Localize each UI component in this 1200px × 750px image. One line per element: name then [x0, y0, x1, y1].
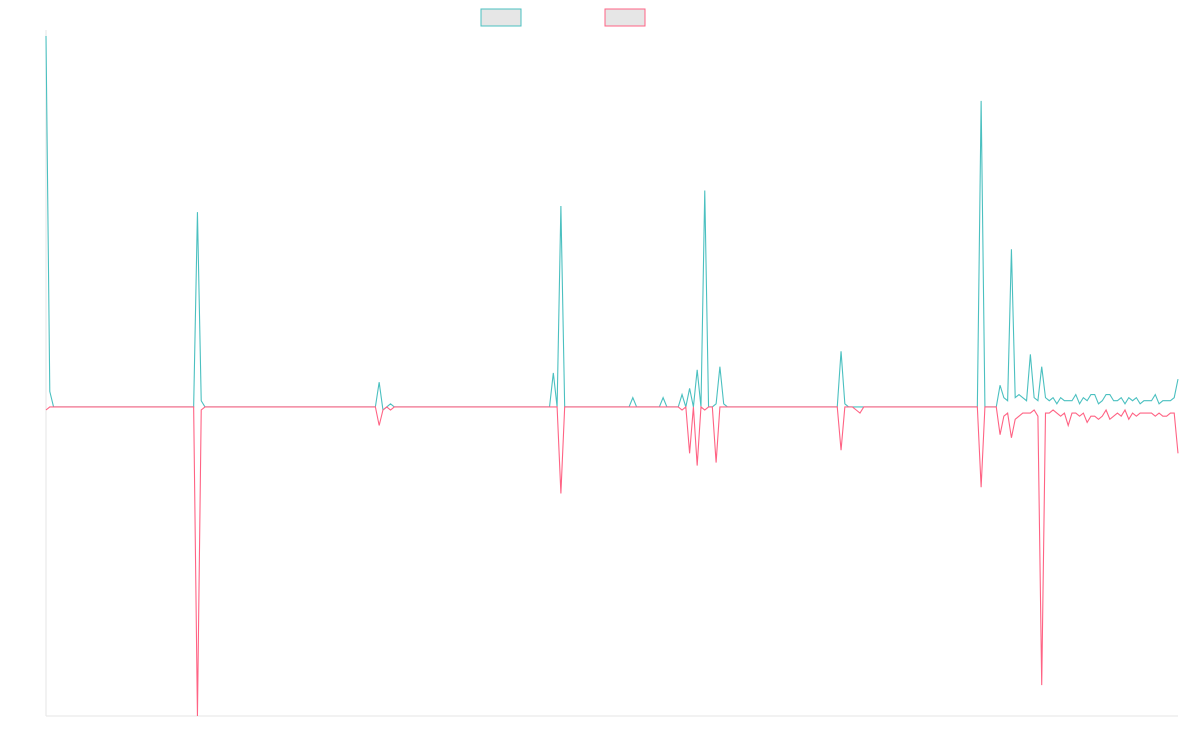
data-point[interactable] — [194, 209, 200, 215]
data-point[interactable] — [1065, 422, 1071, 428]
data-point[interactable] — [717, 364, 723, 370]
data-point[interactable] — [372, 404, 378, 410]
data-point[interactable] — [1005, 410, 1011, 416]
data-point[interactable] — [630, 395, 636, 401]
data-point[interactable] — [694, 367, 700, 373]
data-point[interactable] — [1077, 401, 1083, 407]
data-point[interactable] — [558, 490, 564, 496]
data-point[interactable] — [1149, 398, 1155, 404]
data-point[interactable] — [1099, 413, 1105, 419]
data-point[interactable] — [1080, 410, 1086, 416]
data-point[interactable] — [1171, 410, 1177, 416]
data-point[interactable] — [838, 348, 844, 354]
data-point[interactable] — [1035, 413, 1041, 419]
data-point[interactable] — [1126, 416, 1132, 422]
data-point[interactable] — [857, 410, 863, 416]
data-point[interactable] — [1008, 246, 1014, 252]
data-point[interactable] — [191, 404, 197, 410]
series-group — [43, 33, 1181, 719]
data-point[interactable] — [1039, 364, 1045, 370]
data-point[interactable] — [1118, 413, 1124, 419]
data-point[interactable] — [1175, 376, 1181, 382]
data-point[interactable] — [1084, 419, 1090, 425]
data-point[interactable] — [1122, 407, 1128, 413]
data-point[interactable] — [838, 447, 844, 453]
data-point[interactable] — [198, 398, 204, 404]
data-point[interactable] — [997, 382, 1003, 388]
data-point[interactable] — [550, 370, 556, 376]
data-point[interactable] — [1024, 398, 1030, 404]
series-1 — [43, 33, 1181, 413]
data-point[interactable] — [1103, 407, 1109, 413]
data-point[interactable] — [1054, 401, 1060, 407]
data-point[interactable] — [1035, 398, 1041, 404]
data-point[interactable] — [997, 432, 1003, 438]
data-point[interactable] — [1152, 392, 1158, 398]
data-point[interactable] — [1118, 395, 1124, 401]
data-point[interactable] — [974, 404, 980, 410]
data-point[interactable] — [709, 404, 715, 410]
data-point[interactable] — [1084, 398, 1090, 404]
data-point[interactable] — [43, 33, 49, 39]
series-points-1 — [43, 33, 1181, 413]
data-point[interactable] — [690, 404, 696, 410]
data-point[interactable] — [1008, 435, 1014, 441]
data-point[interactable] — [376, 422, 382, 428]
data-point[interactable] — [1069, 398, 1075, 404]
data-point[interactable] — [1050, 395, 1056, 401]
data-point[interactable] — [1171, 395, 1177, 401]
data-point[interactable] — [1027, 351, 1033, 357]
legend-swatch-1[interactable] — [480, 8, 522, 27]
data-point[interactable] — [194, 713, 200, 719]
data-point[interactable] — [713, 460, 719, 466]
data-point[interactable] — [687, 385, 693, 391]
data-point[interactable] — [687, 450, 693, 456]
data-point[interactable] — [993, 404, 999, 410]
data-point[interactable] — [1039, 682, 1045, 688]
data-point[interactable] — [558, 203, 564, 209]
data-point[interactable] — [694, 463, 700, 469]
data-point[interactable] — [1005, 398, 1011, 404]
series-line-2 — [45, 405, 1179, 717]
series-line-1 — [45, 35, 1179, 412]
data-point[interactable] — [1092, 392, 1098, 398]
data-point[interactable] — [1099, 398, 1105, 404]
data-point[interactable] — [978, 98, 984, 104]
legend — [480, 8, 646, 27]
data-point[interactable] — [376, 379, 382, 385]
legend-item-1[interactable] — [480, 8, 522, 27]
legend-item-2[interactable] — [604, 8, 646, 27]
data-point[interactable] — [978, 484, 984, 490]
data-point[interactable] — [1107, 392, 1113, 398]
legend-swatch-2[interactable] — [604, 8, 646, 27]
data-point[interactable] — [1061, 410, 1067, 416]
data-point[interactable] — [554, 404, 560, 410]
series-points-2 — [43, 404, 1181, 719]
data-point[interactable] — [834, 404, 840, 410]
data-point[interactable] — [47, 388, 53, 394]
axes — [45, 30, 1178, 717]
data-point[interactable] — [683, 404, 689, 410]
data-point[interactable] — [1031, 407, 1037, 413]
data-point[interactable] — [1073, 392, 1079, 398]
data-point[interactable] — [1122, 401, 1128, 407]
data-point[interactable] — [702, 188, 708, 194]
data-point[interactable] — [679, 392, 685, 398]
data-point[interactable] — [660, 395, 666, 401]
data-point[interactable] — [1133, 395, 1139, 401]
data-point[interactable] — [1175, 450, 1181, 456]
series-2 — [43, 404, 1181, 719]
